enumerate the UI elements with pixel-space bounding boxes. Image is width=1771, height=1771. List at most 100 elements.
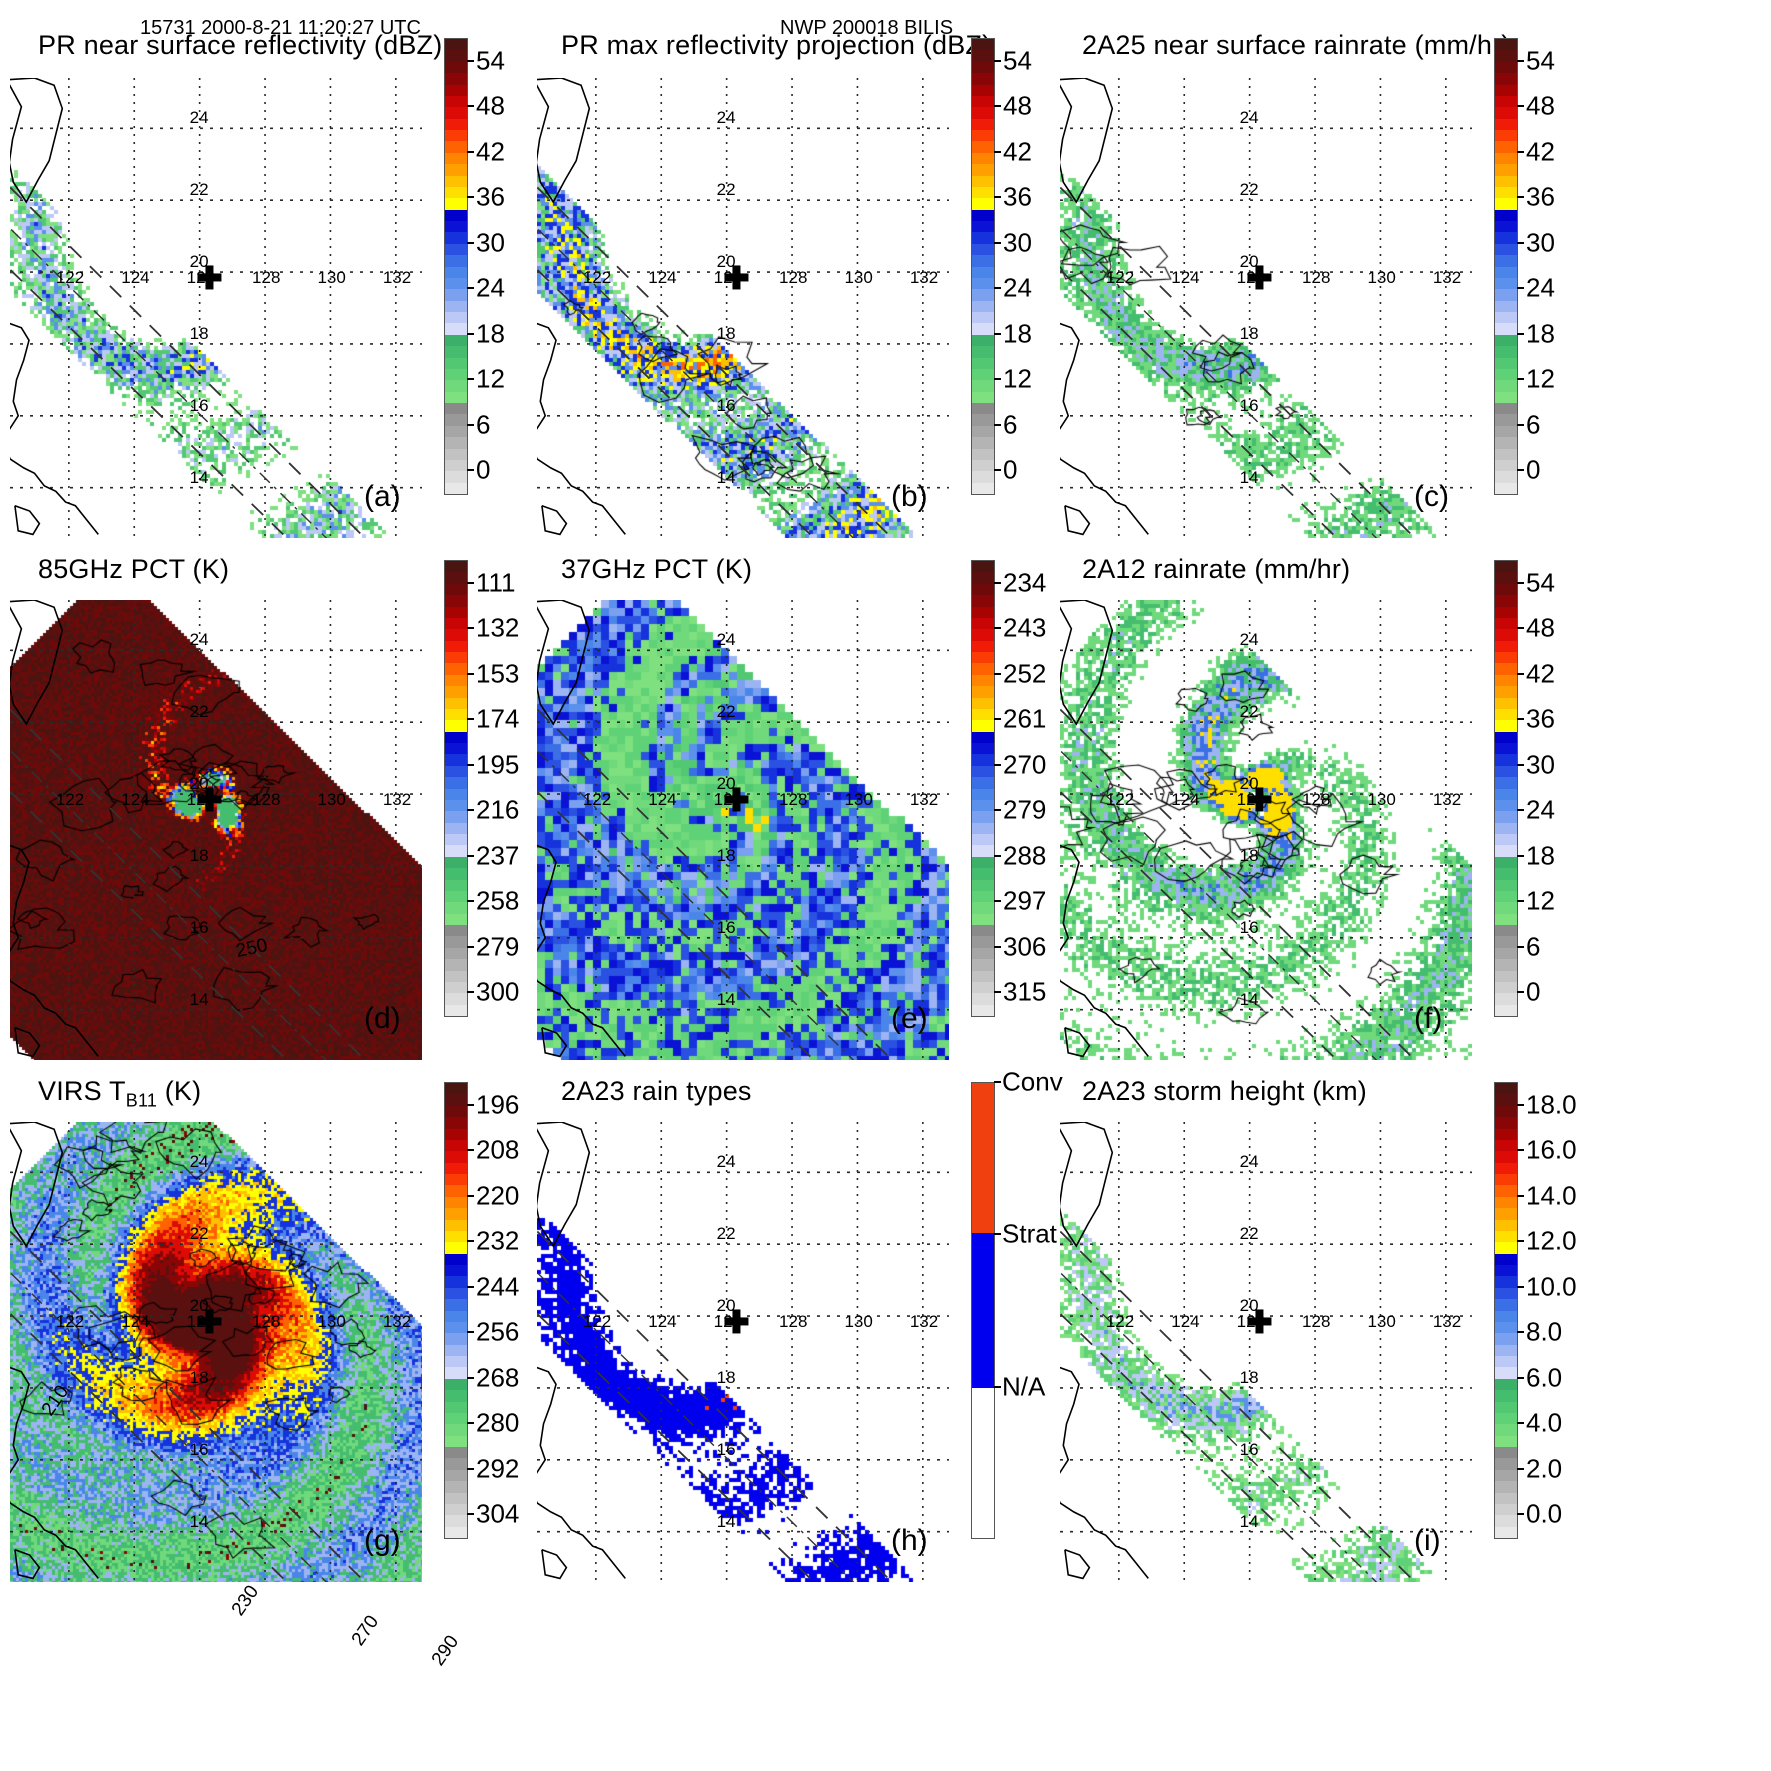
map-panel-i[interactable] [1060, 1122, 1472, 1582]
colorbar-segment [445, 754, 467, 766]
colorbar-segment [445, 1230, 467, 1243]
coastline-taiwan [537, 78, 591, 204]
colorbar-tick [994, 287, 1001, 290]
colorbar-label: 0.0 [1526, 1498, 1563, 1529]
colorbar-segment [445, 777, 467, 789]
colorbar-segment [972, 572, 994, 584]
colorbar-segment [445, 868, 467, 880]
colorbar-label: 4.0 [1526, 1407, 1563, 1438]
colorbar-tick [1517, 1103, 1524, 1106]
colorbar-segment [1495, 1219, 1517, 1231]
colorbar-segment [972, 391, 994, 403]
colorbar-tick [1517, 854, 1524, 857]
colorbar-label: 14.0 [1526, 1180, 1577, 1211]
lat-tick-label: 22 [189, 180, 209, 200]
map-panel-h[interactable] [537, 1122, 949, 1582]
colorbar-label: 288 [1003, 840, 1047, 871]
colorbar-segment [445, 1242, 467, 1254]
lon-tick-label: 128 [252, 1312, 281, 1332]
lat-tick-label: 20 [716, 774, 736, 794]
colorbar-segment [445, 629, 467, 641]
colorbar-label: 0 [476, 454, 491, 485]
colorbar-segment [445, 425, 467, 438]
lat-tick-label: 20 [1239, 774, 1259, 794]
colorbar-tick [467, 854, 474, 857]
map-overlay-c [1060, 78, 1472, 538]
colorbar-tick [467, 287, 474, 290]
colorbar-label: 54 [1526, 567, 1555, 598]
lat-tick-label: 14 [1239, 1511, 1259, 1531]
colorbar-tick [994, 900, 1001, 903]
colorbar-segment [1495, 561, 1517, 573]
colorbar-tick [1517, 1285, 1524, 1288]
colorbar-segment [445, 1105, 467, 1118]
colorbar-tick [994, 150, 1001, 153]
colorbar-segment [445, 50, 467, 62]
colorbar-segment [1495, 811, 1517, 823]
map-panel-d[interactable] [10, 600, 422, 1060]
lon-tick-label: 126 [1236, 790, 1266, 810]
colorbar-segment [445, 743, 467, 755]
colorbar-segment [972, 617, 994, 630]
lon-tick-label: 132 [1432, 790, 1462, 810]
colorbar-label: 24 [1003, 272, 1032, 303]
map-panel-a[interactable] [10, 78, 422, 538]
lat-tick-label: 20 [1239, 1296, 1259, 1316]
lon-tick-label: 124 [121, 790, 150, 810]
colorbar-segment [445, 1299, 467, 1311]
colorbar-label: 6 [1526, 409, 1541, 440]
contour-value-label: 230 [227, 1581, 264, 1620]
lat-tick-label: 20 [1239, 252, 1259, 272]
colorbar-label: 12 [1003, 363, 1032, 394]
colorbar-segment [445, 902, 467, 914]
colorbar-segment [972, 811, 994, 823]
map-panel-g[interactable] [10, 1122, 422, 1582]
colorbar-segment [445, 674, 467, 687]
panel-label-f: (f) [1414, 1002, 1443, 1035]
colorbar-segment [1495, 1333, 1517, 1345]
colorbar-segment [972, 856, 994, 869]
colorbar-tick [994, 627, 1001, 630]
colorbar-segment [1495, 834, 1517, 846]
colorbar-tick [467, 59, 474, 62]
colorbar-segment [972, 720, 994, 732]
colorbar-label: 0 [1526, 976, 1541, 1007]
swath-edge-upper [1060, 707, 1417, 1060]
colorbar-segment [445, 765, 467, 778]
colorbar-segment [445, 856, 467, 869]
map-panel-b[interactable] [537, 78, 949, 538]
colorbar-tick [994, 763, 1001, 766]
colorbar-segment [972, 697, 994, 709]
colorbar-label: 111 [476, 567, 516, 598]
colorbar-segment [972, 902, 994, 914]
colorbar-segment [445, 482, 467, 494]
colorbar-segment [1495, 913, 1517, 925]
colorbar-f [1494, 560, 1518, 1017]
colorbar-label: 12.0 [1526, 1225, 1577, 1256]
colorbar-segment [1495, 572, 1517, 584]
swath-nadir-line [537, 227, 855, 538]
colorbar-segment [1495, 1185, 1517, 1197]
colorbar-segment [1495, 1481, 1517, 1493]
colorbar-segment [445, 152, 467, 165]
map-panel-e[interactable] [537, 600, 949, 1060]
colorbar-segment [1495, 1424, 1517, 1436]
coastline-taiwan [10, 78, 64, 204]
coastline-mindoro [1064, 1548, 1091, 1580]
map-panel-c[interactable] [1060, 78, 1472, 538]
lat-tick-label: 16 [189, 917, 209, 937]
colorbar-segment [1495, 879, 1517, 891]
colorbar-segment [445, 1276, 467, 1288]
coastline-luzon [537, 1366, 626, 1579]
colorbar-label: 208 [476, 1134, 520, 1165]
colorbar-segment [445, 209, 467, 221]
colorbar-segment [445, 663, 467, 675]
colorbar-segment [1495, 1390, 1517, 1402]
lon-tick-label: 130 [844, 268, 873, 288]
colorbar-segment [445, 323, 467, 335]
lon-tick-label: 124 [1171, 790, 1200, 810]
colorbar-label: 18 [1003, 318, 1032, 349]
colorbar-segment [972, 437, 994, 449]
map-panel-f[interactable] [1060, 600, 1472, 1060]
colorbar-segment [445, 346, 467, 358]
